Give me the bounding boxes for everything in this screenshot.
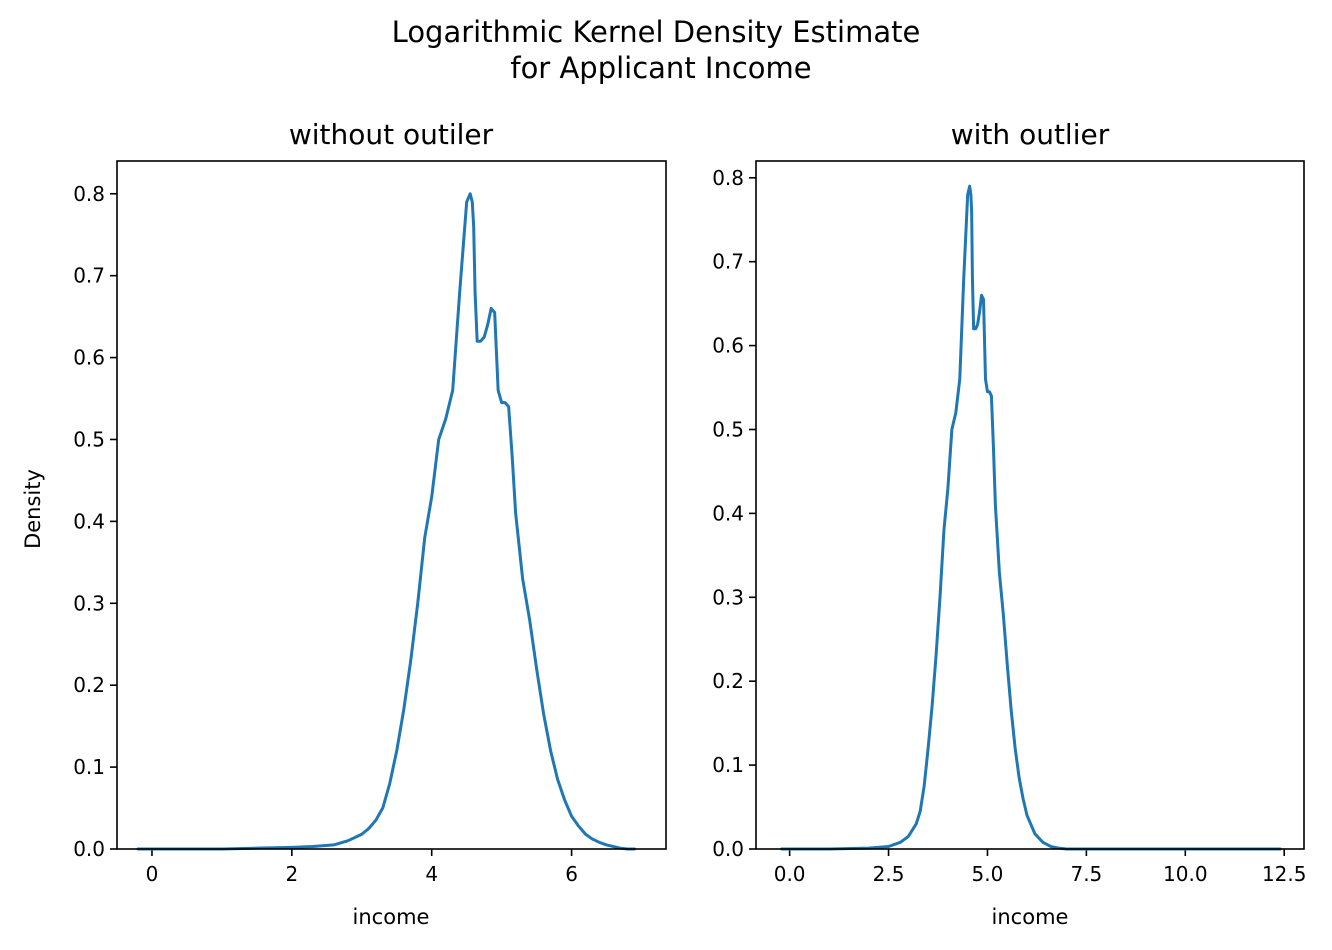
right-y-tick-label: 0.0 [712,837,744,861]
right-y-tick-label: 0.3 [712,585,744,609]
left-x-axis: 0 2 4 6 [146,849,578,886]
right-y-tick-label: 0.2 [712,669,744,693]
right-y-axis: 0.0 0.1 0.2 0.3 0.4 0.5 0.6 0.7 0.8 [712,166,756,861]
left-y-axis-label: Density [21,469,45,549]
right-axes-frame [755,160,1305,850]
left-y-tick-label: 0.2 [73,673,105,697]
figure-title-line2: for Applicant Income [510,51,811,85]
right-y-tick-label: 0.8 [712,166,744,190]
left-y-tick-label: 0.1 [73,755,105,779]
left-x-axis-label: income [353,905,430,929]
right-y-tick-label: 0.6 [712,334,744,358]
right-y-tick-label: 0.7 [712,250,744,274]
left-y-tick-label: 0.4 [73,509,105,533]
right-y-tick-label: 0.5 [712,417,744,441]
left-y-tick-label: 0.5 [73,427,105,451]
right-y-tick-label: 0.4 [712,501,744,525]
right-y-tick-label: 0.1 [712,753,744,777]
right-density-line [780,184,1282,851]
left-y-axis: 0.0 0.1 0.2 0.3 0.4 0.5 0.6 0.7 0.8 [73,182,117,861]
right-x-tick-label: 12.5 [1262,862,1307,886]
left-subplot: without outiler 0.0 0.1 0.2 0.3 0.4 0.5 0.6 0.7… [21,118,667,929]
left-y-tick-label: 0.8 [73,182,105,206]
left-x-tick-label: 4 [425,862,438,886]
left-y-tick-label: 0.7 [73,264,105,288]
figure-title-line1: Logarithmic Kernel Density Estimate [392,15,921,49]
right-x-axis-label: income [992,905,1069,929]
right-x-tick-label: 2.5 [873,862,905,886]
right-x-tick-label: 10.0 [1163,862,1208,886]
right-x-axis: 0.0 2.5 5.0 7.5 10.0 12.5 [774,849,1307,886]
left-x-tick-label: 6 [565,862,578,886]
left-y-tick-label: 0.6 [73,346,105,370]
right-x-tick-label: 0.0 [774,862,806,886]
right-subplot-title: with outlier [951,118,1110,151]
left-subplot-title: without outiler [289,118,494,151]
left-density-line [136,192,637,851]
left-y-tick-label: 0.3 [73,591,105,615]
left-x-tick-label: 0 [146,862,159,886]
right-x-tick-label: 5.0 [972,862,1004,886]
left-axes-frame [116,160,667,850]
right-subplot: with outlier 0.0 0.1 0.2 0.3 0.4 0.5 0.6 0.7 0.8… [712,118,1306,929]
right-x-tick-label: 7.5 [1070,862,1102,886]
left-y-tick-label: 0.0 [73,837,105,861]
left-x-tick-label: 2 [285,862,298,886]
